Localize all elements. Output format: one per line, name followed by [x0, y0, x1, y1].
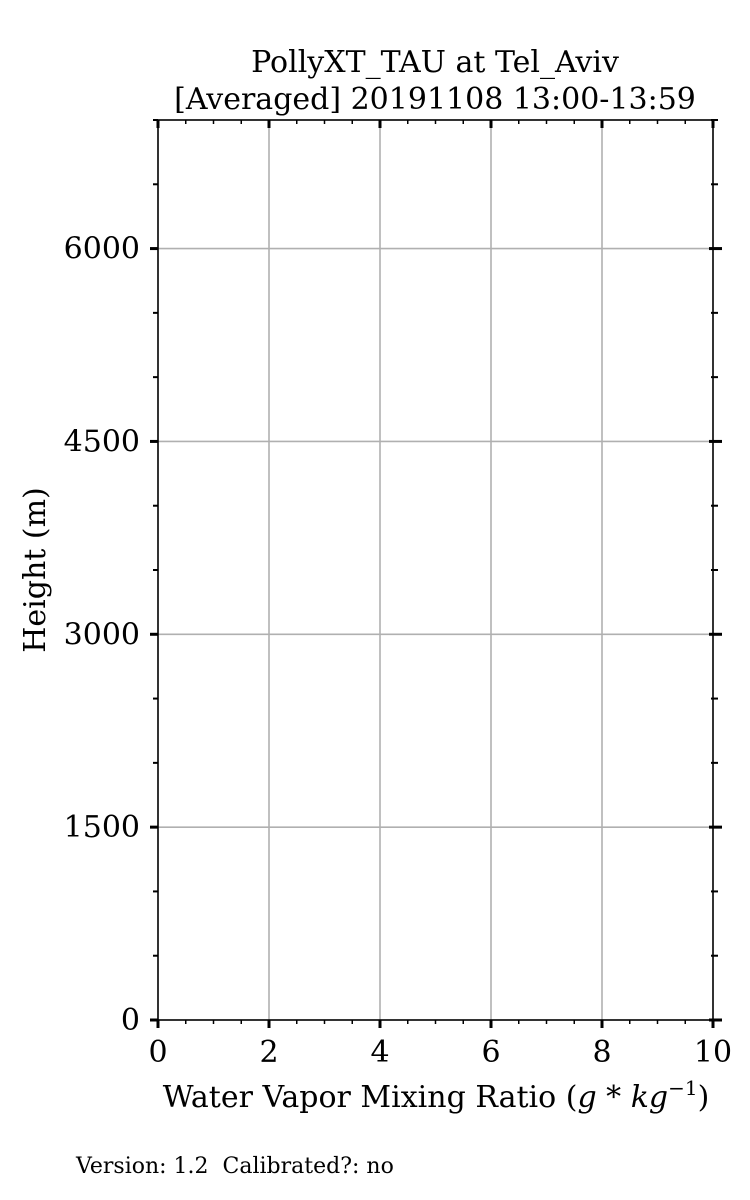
version-calibration-note: Version: 1.2 Calibrated?: no — [76, 1154, 394, 1179]
x-tick-label: 4 — [370, 1035, 389, 1070]
y-tick-label: 0 — [121, 1003, 140, 1038]
x-tick-label: 8 — [592, 1035, 611, 1070]
x-tick-label: 0 — [148, 1035, 167, 1070]
x-axis-label-unit: g * kg — [577, 1080, 668, 1115]
x-axis-label-exponent: −1 — [668, 1076, 697, 1100]
x-tick-label: 10 — [694, 1035, 732, 1070]
plot-area-frame — [157, 119, 714, 1021]
grid-layer — [158, 120, 713, 1020]
y-axis-label: Height (m) — [18, 487, 53, 652]
x-axis-label-text: Water Vapor Mixing Ratio ( — [163, 1080, 578, 1115]
tick-layer: 0 2 4 6 8 10 0 1500 3000 4500 6000 — [64, 119, 732, 1070]
y-tick-label: 3000 — [64, 617, 140, 652]
x-axis-label-close: ) — [698, 1080, 710, 1115]
y-tick-label: 1500 — [64, 810, 140, 845]
x-axis-label: Water Vapor Mixing Ratio (g * kg−1) — [163, 1076, 710, 1115]
x-tick-label: 6 — [481, 1035, 500, 1070]
y-tick-label: 6000 — [64, 232, 140, 267]
x-tick-label: 2 — [259, 1035, 278, 1070]
y-tick-label: 4500 — [64, 424, 140, 459]
chart-title-line1: PollyXT_TAU at Tel_Aviv — [251, 45, 619, 80]
chart-title-line2: [Averaged] 20191108 13:00-13:59 — [174, 82, 696, 117]
